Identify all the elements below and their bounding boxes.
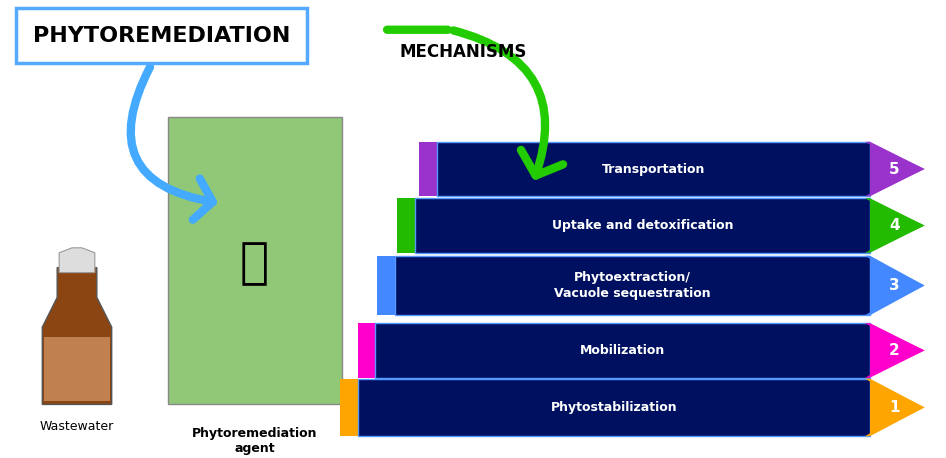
Polygon shape [415,198,870,253]
Polygon shape [60,248,95,273]
Text: Phytoremediation
agent: Phytoremediation agent [192,427,317,455]
Polygon shape [865,256,924,315]
Text: Phytoextraction/
Vacuole sequestration: Phytoextraction/ Vacuole sequestration [554,271,711,300]
Polygon shape [44,337,110,402]
Text: Mobilization: Mobilization [580,344,665,357]
Text: Transportation: Transportation [602,163,705,175]
FancyBboxPatch shape [168,117,342,404]
Polygon shape [358,379,870,436]
Polygon shape [865,142,924,196]
Polygon shape [437,142,870,196]
Polygon shape [870,325,924,376]
Polygon shape [870,200,924,251]
Text: 3: 3 [889,278,900,293]
Text: Wastewater: Wastewater [40,420,114,433]
Text: 5: 5 [889,162,900,176]
Text: 1: 1 [889,400,900,415]
Text: 4: 4 [889,218,900,233]
Polygon shape [865,323,924,378]
Polygon shape [358,323,376,378]
Polygon shape [865,379,924,436]
Text: 🌿: 🌿 [240,239,269,287]
Polygon shape [870,381,924,434]
Text: PHYTOREMEDIATION: PHYTOREMEDIATION [32,26,289,46]
Polygon shape [377,256,395,315]
Polygon shape [376,323,870,378]
Polygon shape [340,379,358,436]
FancyArrowPatch shape [131,67,213,220]
Text: MECHANISMS: MECHANISMS [400,43,527,60]
Polygon shape [865,198,924,253]
Polygon shape [419,142,437,196]
Polygon shape [395,256,870,315]
FancyArrowPatch shape [453,30,563,175]
Text: Uptake and detoxification: Uptake and detoxification [552,219,733,232]
Text: 2: 2 [889,343,900,358]
FancyBboxPatch shape [15,8,307,64]
Polygon shape [870,258,924,313]
Polygon shape [43,267,112,404]
Polygon shape [397,198,415,253]
Text: Phytostabilization: Phytostabilization [551,401,677,414]
Polygon shape [870,144,924,194]
